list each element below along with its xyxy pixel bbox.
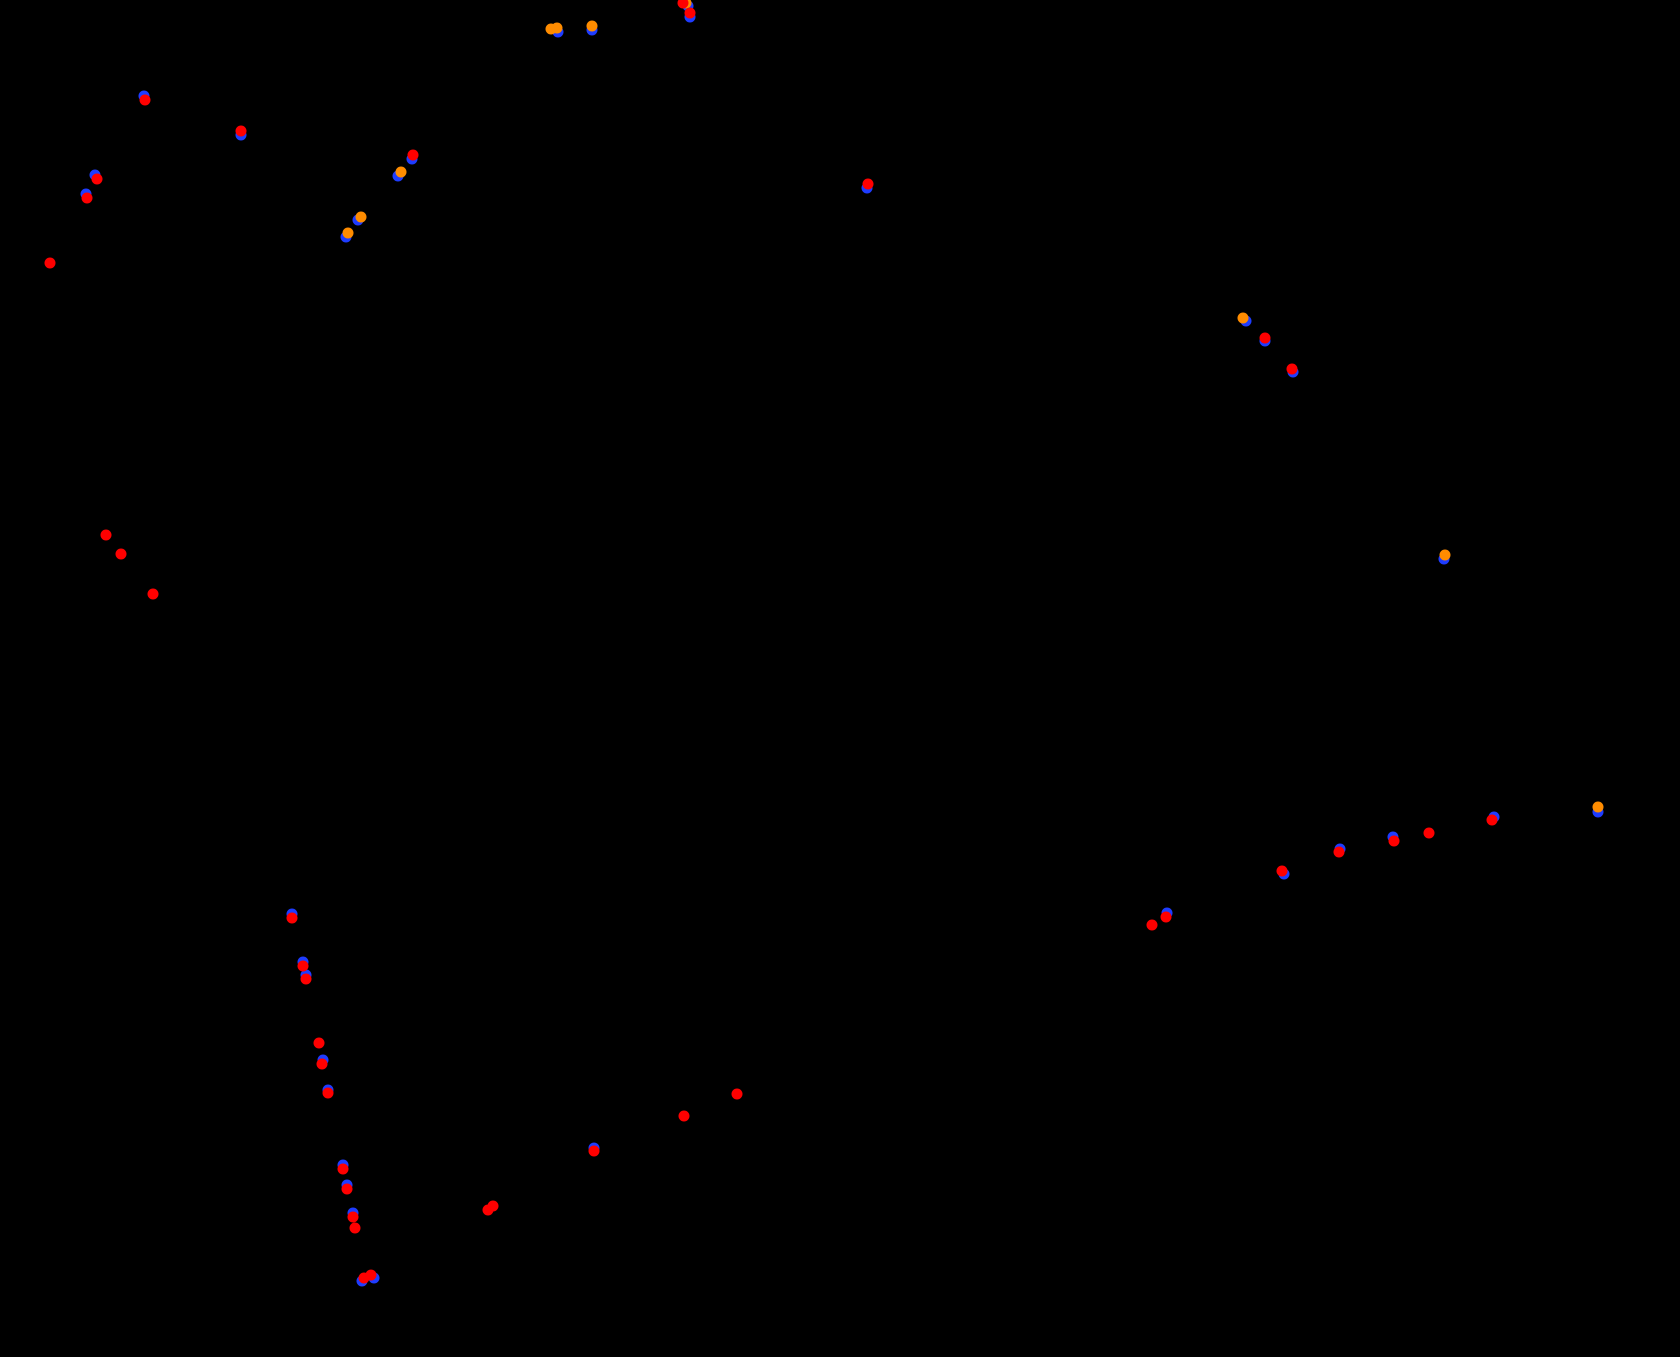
red-data-point [349, 1222, 361, 1234]
red-data-point [365, 1269, 377, 1281]
orange-data-point [342, 227, 354, 239]
red-data-point [1388, 835, 1400, 847]
red-data-point [297, 960, 309, 972]
series-red [44, 0, 1498, 1284]
series-orange [342, 0, 1604, 813]
red-data-point [1423, 827, 1435, 839]
red-data-point [684, 7, 696, 19]
red-data-point [731, 1088, 743, 1100]
red-data-point [1333, 846, 1345, 858]
red-data-point [115, 548, 127, 560]
orange-data-point [395, 166, 407, 178]
red-data-point [44, 257, 56, 269]
red-data-point [1276, 865, 1288, 877]
red-data-point [81, 192, 93, 204]
red-data-point [316, 1058, 328, 1070]
orange-data-point [1592, 801, 1604, 813]
orange-data-point [551, 22, 563, 34]
red-data-point [147, 588, 159, 600]
red-data-point [487, 1200, 499, 1212]
red-data-point [300, 973, 312, 985]
red-data-point [1146, 919, 1158, 931]
red-data-point [347, 1211, 359, 1223]
red-data-point [286, 912, 298, 924]
red-data-point [1286, 363, 1298, 375]
red-data-point [1160, 911, 1172, 923]
red-data-point [1486, 814, 1498, 826]
orange-data-point [355, 211, 367, 223]
orange-data-point [1439, 549, 1451, 561]
red-data-point [341, 1183, 353, 1195]
red-data-point [91, 173, 103, 185]
red-data-point [677, 0, 689, 9]
red-data-point [337, 1163, 349, 1175]
red-data-point [139, 94, 151, 106]
red-data-point [1259, 332, 1271, 344]
red-data-point [588, 1145, 600, 1157]
red-data-point [862, 178, 874, 190]
red-data-point [407, 149, 419, 161]
orange-data-point [1237, 312, 1249, 324]
red-data-point [322, 1087, 334, 1099]
red-data-point [678, 1110, 690, 1122]
red-data-point [313, 1037, 325, 1049]
red-data-point [235, 125, 247, 137]
red-data-point [100, 529, 112, 541]
orange-data-point [586, 20, 598, 32]
